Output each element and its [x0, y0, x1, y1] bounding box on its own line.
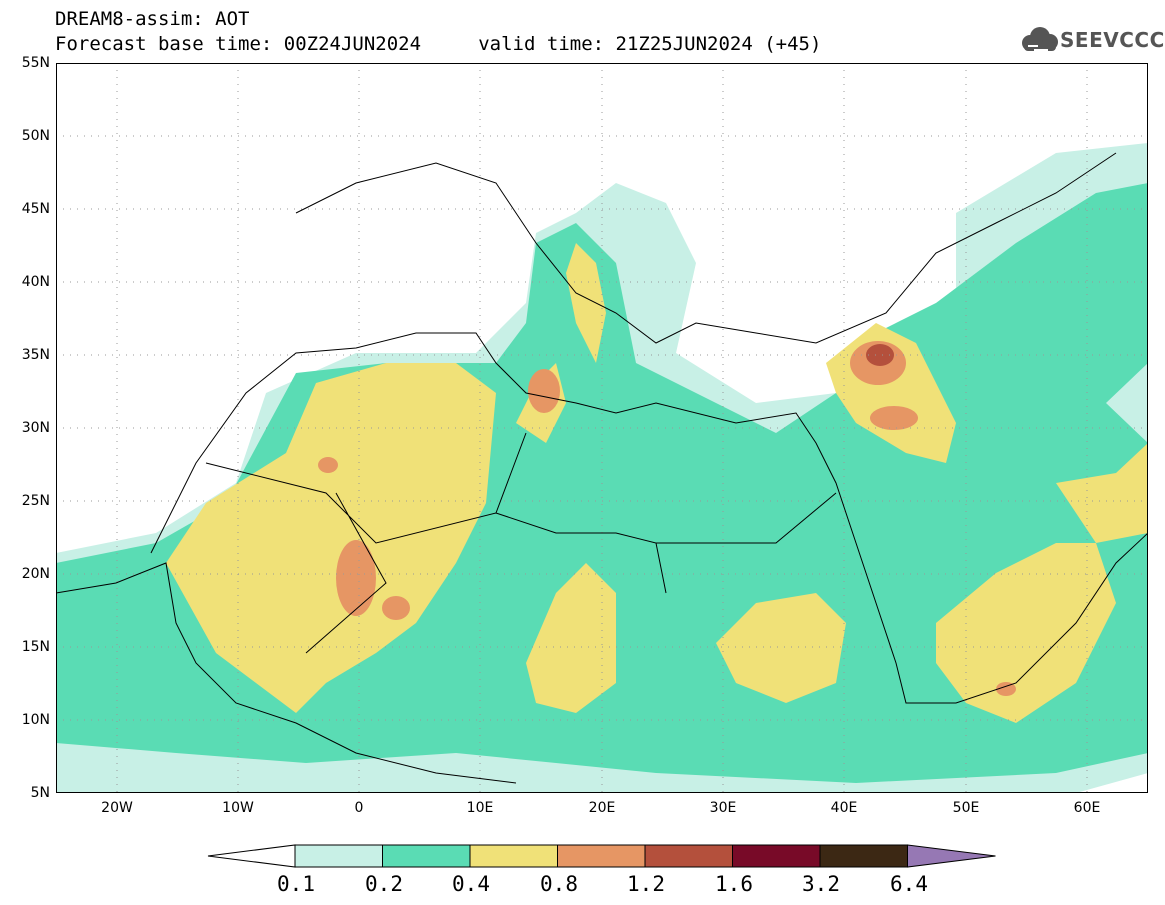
colorbar-segment — [294, 844, 383, 868]
aot-field-0.4 — [526, 563, 616, 713]
colorbar-segment — [907, 844, 996, 868]
colorbar-segment — [207, 844, 296, 868]
legend-label: 1.2 — [627, 872, 665, 896]
logo-text: SEEVCCC — [1060, 28, 1165, 52]
coastline — [56, 562, 517, 784]
lat-label: 45N — [21, 201, 50, 217]
aot-field-0.4 — [566, 243, 606, 363]
aot-field-0.8 — [870, 406, 918, 430]
lon-label: 20W — [101, 800, 133, 816]
lat-label: 30N — [21, 420, 50, 436]
colorbar-segment — [819, 844, 908, 868]
legend-label: 0.2 — [365, 872, 403, 896]
legend-label: 3.2 — [802, 872, 840, 896]
aot-field-0.8 — [382, 596, 410, 620]
aot-field-0.4 — [716, 593, 846, 703]
lon-label: 60E — [1073, 800, 1101, 816]
lon-label: 0 — [354, 800, 364, 816]
lat-label: 5N — [30, 785, 50, 801]
lat-label: 10N — [21, 712, 50, 728]
lon-label: 10W — [222, 800, 254, 816]
lat-label: 55N — [21, 55, 50, 71]
lat-label: 35N — [21, 347, 50, 363]
aot-field-0.4 — [936, 543, 1116, 723]
aot-field-0.4 — [166, 363, 496, 713]
lat-label: 50N — [21, 128, 50, 144]
aot-field-0.4 — [1056, 443, 1148, 543]
legend-label: 6.4 — [890, 872, 928, 896]
lat-label: 15N — [21, 639, 50, 655]
aot-field-0.8 — [336, 540, 376, 616]
map-frame — [56, 63, 1148, 793]
coastline — [295, 152, 1117, 344]
legend-label: 0.1 — [277, 872, 315, 896]
colorbar-segment — [644, 844, 733, 868]
aot-field-1.2 — [866, 344, 894, 366]
lon-label: 40E — [830, 800, 858, 816]
colorbar-segment — [382, 844, 471, 868]
chart-subtitle: Forecast base time: 00Z24JUN2024 valid t… — [55, 33, 822, 55]
lat-label: 20N — [21, 566, 50, 582]
aot-field-0.8 — [318, 457, 338, 473]
cloud-icon — [1022, 27, 1058, 51]
legend-label: 1.6 — [715, 872, 753, 896]
aot-field-0.8 — [996, 682, 1016, 696]
legend-label: 0.4 — [452, 872, 490, 896]
lat-label: 25N — [21, 493, 50, 509]
border — [205, 432, 837, 654]
lat-label: 40N — [21, 274, 50, 290]
lon-label: 30E — [709, 800, 737, 816]
aot-map — [56, 63, 1148, 793]
colorbar-segment — [732, 844, 821, 868]
chart-title: DREAM8-assim: AOT — [55, 8, 250, 30]
coastline — [150, 332, 1148, 704]
colorbar-segment — [557, 844, 646, 868]
colorbar — [207, 844, 996, 868]
colorbar-segment — [469, 844, 558, 868]
legend-label: 0.8 — [540, 872, 578, 896]
lon-label: 50E — [952, 800, 980, 816]
lon-label: 20E — [588, 800, 616, 816]
aot-field-0.8 — [528, 369, 560, 413]
lon-label: 10E — [466, 800, 494, 816]
